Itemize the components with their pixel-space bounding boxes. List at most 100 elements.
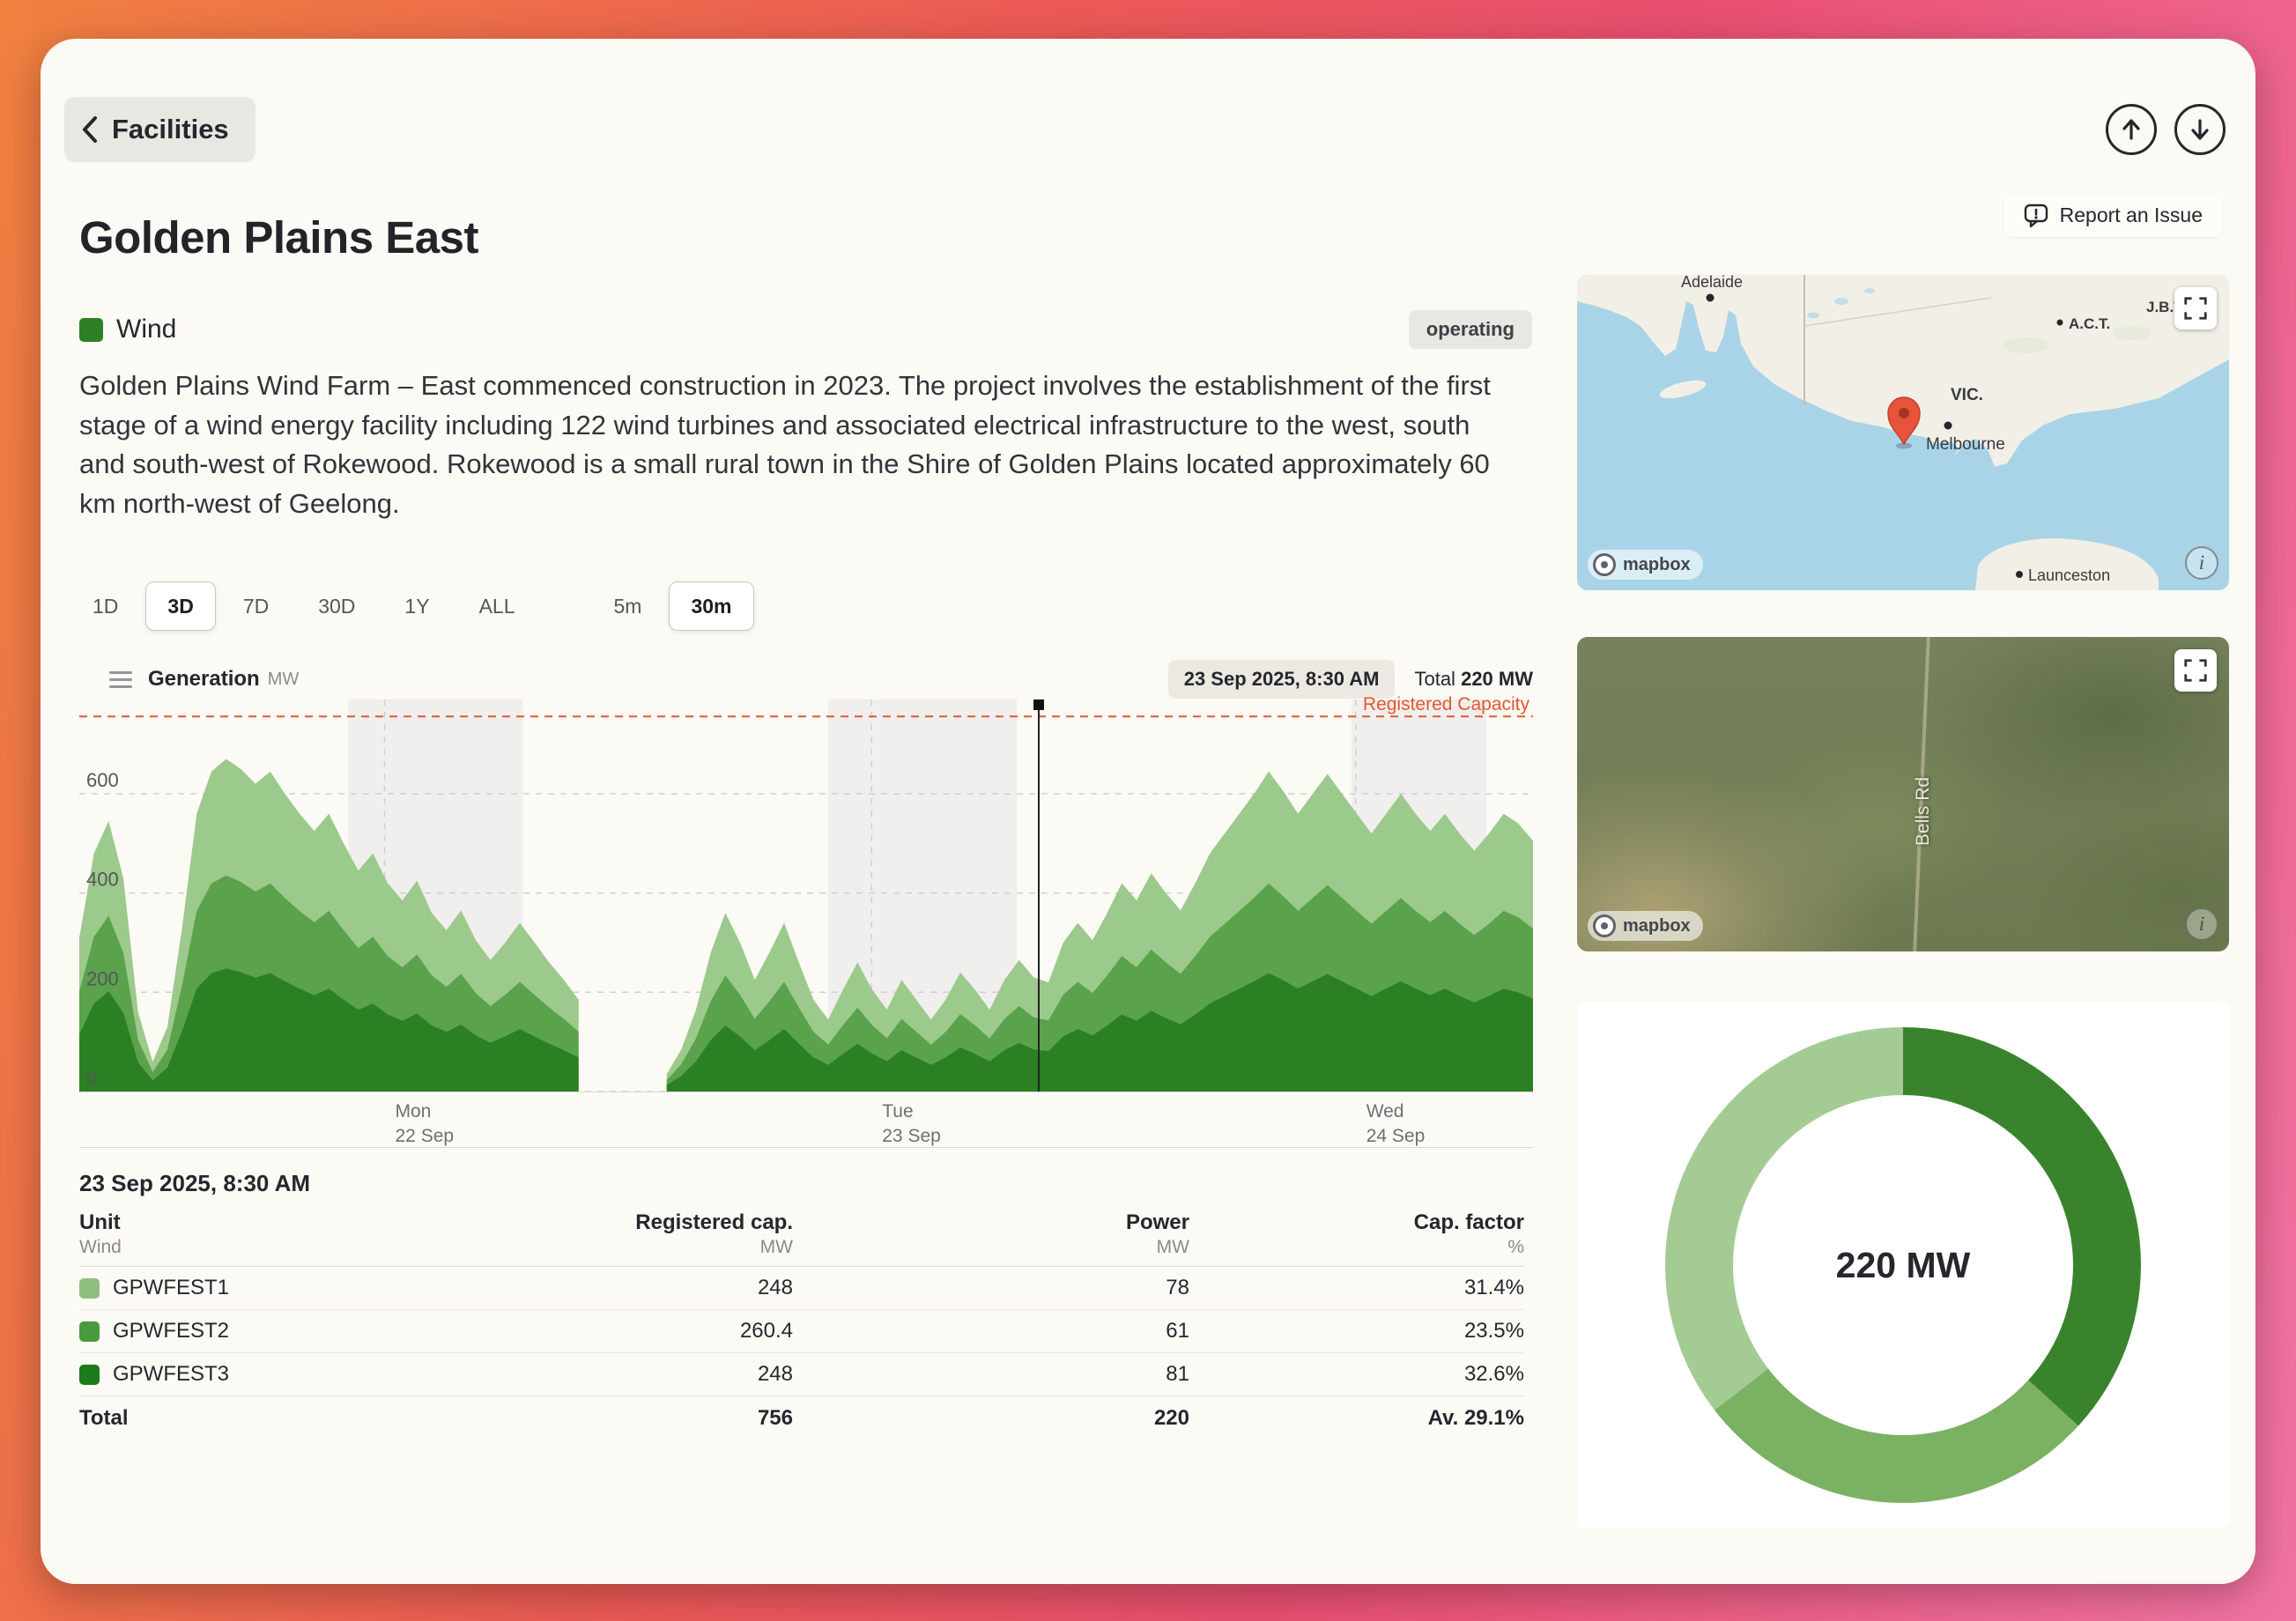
- road-label: Bells Rd: [1913, 776, 1934, 847]
- chart-header-right: 23 Sep 2025, 8:30 AM Total 220 MW: [1167, 660, 1533, 699]
- total-power: 220: [1153, 1406, 1189, 1430]
- fuel-status-row: Wind operating: [79, 310, 1532, 349]
- x-axis-label: Mon 22 Sep: [395, 1101, 455, 1147]
- svg-text:0: 0: [86, 1067, 97, 1089]
- next-facility-button[interactable]: [2174, 104, 2226, 155]
- table-timestamp: 23 Sep 2025, 8:30 AM: [79, 1170, 311, 1196]
- range-button-3d[interactable]: 3D: [145, 581, 216, 631]
- svg-text:200: 200: [86, 967, 119, 989]
- fullscreen-button[interactable]: [2174, 649, 2217, 692]
- col-cap-factor: Cap. factor: [1413, 1210, 1524, 1234]
- facility-pin-icon[interactable]: [1887, 396, 1921, 449]
- table-row[interactable]: GPWFEST3 248 81 32.6%: [79, 1353, 1524, 1396]
- table-header-row: Unit Registered cap. Power Cap. factor: [79, 1210, 1524, 1237]
- donut-center-label: 220 MW: [1835, 1244, 1971, 1285]
- mapbox-mark-icon: [1593, 914, 1616, 937]
- report-issue-label: Report an Issue: [2059, 203, 2203, 226]
- unit-power: 61: [1166, 1319, 1189, 1343]
- time-controls: 1D 3D 7D 30D 1Y ALL 5m 30m: [70, 581, 754, 631]
- report-issue-icon: [2024, 204, 2048, 228]
- fuel-type-label: Wind: [116, 315, 177, 344]
- locator-map[interactable]: Adelaide VIC. A.C.T. J.B.T. Melbourne La…: [1577, 275, 2229, 590]
- mapbox-logo[interactable]: mapbox: [1588, 911, 1703, 941]
- satellite-map[interactable]: Bells Rd mapbox i: [1577, 637, 2229, 951]
- x-axis-label: Tue 23 Sep: [882, 1101, 941, 1147]
- map-label-act: A.C.T.: [2069, 315, 2110, 332]
- range-button-30d[interactable]: 30D: [296, 581, 377, 631]
- interval-selector: 5m 30m: [592, 581, 754, 631]
- back-button[interactable]: Facilities: [64, 97, 256, 162]
- mapbox-mark-icon: [1593, 553, 1616, 576]
- fullscreen-icon: [2184, 297, 2207, 320]
- power-donut-panel: 220 MW: [1577, 1003, 2229, 1528]
- page-title: Golden Plains East: [79, 212, 478, 263]
- mapbox-wordmark: mapbox: [1623, 915, 1691, 936]
- unit-cap-factor: 32.6%: [1463, 1362, 1524, 1386]
- range-button-1y[interactable]: 1Y: [382, 581, 451, 631]
- fullscreen-icon: [2184, 659, 2207, 682]
- sub-pct: %: [1507, 1237, 1524, 1257]
- report-issue-button[interactable]: Report an Issue: [2003, 193, 2222, 237]
- unit-registered: 260.4: [739, 1319, 793, 1343]
- total-label: Total: [1414, 668, 1455, 690]
- power-donut-chart[interactable]: 220 MW: [1665, 1027, 2141, 1503]
- table-row[interactable]: GPWFEST2 260.4 61 23.5%: [79, 1310, 1524, 1353]
- unit-name: GPWFEST2: [113, 1319, 230, 1343]
- registered-capacity-label: Registered Capacity: [1362, 694, 1529, 714]
- table-row[interactable]: GPWFEST1 248 78 31.4%: [79, 1267, 1524, 1310]
- unit-registered: 248: [757, 1362, 793, 1386]
- facility-description: Golden Plains Wind Farm – East commenced…: [79, 370, 1491, 519]
- facility-detail-page: Facilities Report an Issue Golden Plains…: [41, 39, 2255, 1584]
- range-button-1d[interactable]: 1D: [70, 581, 140, 631]
- australia-landmass: [1577, 275, 2229, 467]
- svg-text:400: 400: [86, 869, 119, 891]
- chevron-left-icon: [83, 116, 97, 143]
- arrow-down-icon: [2191, 119, 2209, 140]
- mapbox-wordmark: mapbox: [1623, 554, 1691, 574]
- total-registered: 756: [757, 1406, 793, 1430]
- interval-button-30m[interactable]: 30m: [669, 581, 754, 631]
- sub-mw-2: MW: [1156, 1237, 1189, 1257]
- total-cap-factor: Av. 29.1%: [1427, 1406, 1524, 1430]
- col-power: Power: [1125, 1210, 1189, 1234]
- unit-color-swatch: [79, 1277, 100, 1299]
- facility-nav-arrows: [2106, 104, 2226, 155]
- unit-power: 78: [1166, 1276, 1189, 1299]
- chart-title: Generation: [148, 667, 260, 691]
- map-label-vic: VIC.: [1951, 386, 1983, 404]
- unit-power: 81: [1166, 1362, 1189, 1386]
- table-subheader-row: Wind MW MW %: [79, 1237, 1524, 1267]
- arrow-up-icon: [2122, 119, 2140, 140]
- sub-wind: Wind: [79, 1237, 122, 1257]
- range-button-7d[interactable]: 7D: [221, 581, 291, 631]
- map-label-melbourne: Melbourne: [1926, 435, 2005, 454]
- total-value: 220 MW: [1461, 668, 1533, 690]
- mapbox-logo[interactable]: mapbox: [1588, 550, 1703, 580]
- back-label: Facilities: [112, 114, 229, 144]
- generation-chart[interactable]: Registered Capacity 0 200 400 600: [79, 694, 1533, 1092]
- chart-total: Total 220 MW: [1414, 668, 1533, 691]
- unit-name: GPWFEST1: [113, 1276, 230, 1299]
- fullscreen-button[interactable]: [2174, 287, 2217, 329]
- map-label-launceston: Launceston: [2028, 566, 2110, 584]
- unit-registered: 248: [757, 1276, 793, 1299]
- locator-map-canvas: Adelaide VIC. A.C.T. J.B.T. Melbourne La…: [1577, 275, 2229, 590]
- unit-color-swatch: [79, 1364, 100, 1385]
- map-label-adelaide: Adelaide: [1681, 275, 1743, 291]
- svg-text:600: 600: [86, 769, 119, 791]
- map-info-button[interactable]: i: [2185, 546, 2218, 580]
- map-info-button[interactable]: i: [2185, 907, 2218, 941]
- chart-menu-icon[interactable]: [109, 670, 132, 688]
- generation-area-chart[interactable]: 0 200 400 600: [79, 699, 1533, 1092]
- chart-header: Generation MW 23 Sep 2025, 8:30 AM Total…: [79, 659, 1533, 699]
- unit-cap-factor: 23.5%: [1463, 1319, 1524, 1343]
- unit-color-swatch: [79, 1321, 100, 1342]
- interval-button-5m[interactable]: 5m: [592, 581, 664, 631]
- prev-facility-button[interactable]: [2106, 104, 2157, 155]
- x-axis-label: Wed 24 Sep: [1366, 1101, 1426, 1147]
- chart-unit-label: MW: [267, 669, 300, 689]
- range-button-all[interactable]: ALL: [457, 581, 537, 631]
- unit-cap-factor: 31.4%: [1463, 1276, 1524, 1299]
- table-total-row: Total 756 220 Av. 29.1%: [79, 1396, 1524, 1431]
